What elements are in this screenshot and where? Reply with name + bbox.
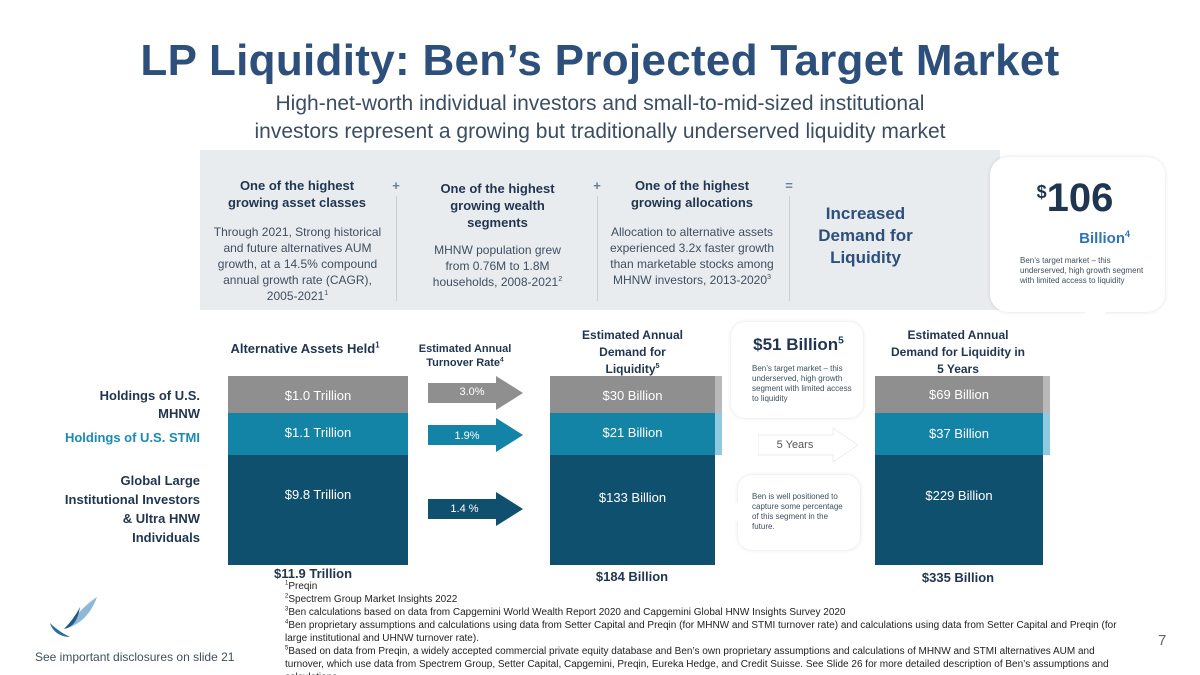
target-market-bubble [990,157,1165,312]
demand5-segment-institutional [875,455,1043,565]
footnote-3: 3Ben calculations based on data from Cap… [285,606,846,618]
driver-1-heading: One of the highest growing asset classes [227,178,366,210]
demand-edge-teal [715,413,722,455]
growth-drivers-panel [200,150,1000,310]
footnote-2: 2Spectrem Group Market Insights 2022 [285,593,458,605]
demand-segment-mhnw [550,376,715,413]
demand5-value-institutional: $229 Billion [925,488,993,503]
row-label-mhnw: Holdings of U.S. MHNW [99,388,200,421]
aah-segment-mhnw [228,376,408,413]
five-years-arrow [758,428,858,462]
target-market-description: Ben’s target market – this underserved, … [1020,256,1144,285]
aah-value-institutional: $9.8 Trillion [284,487,352,502]
aah-segment-institutional [228,455,408,565]
demand-value-mhnw: $30 Billion [602,388,663,403]
driver-1-body: Through 2021, Strong historical and futu… [213,225,382,303]
footnote-4: 4Ben proprietary assumptions and calcula… [285,619,1117,644]
target-market-value: $106 [1036,176,1114,220]
demand-value-stmi: $21 Billion [602,425,663,440]
plus-operator-2: + [593,178,601,193]
target-market-bubble-tail [1040,295,1120,390]
demand5-value-stmi: $37 Billion [929,426,989,441]
positioning-text: Ben is well positioned to capture some p… [752,492,843,531]
driver-2-body: MHNW population grew from 0.76M to 1.8M … [432,243,563,289]
five-years-label: 5 Years [776,439,814,451]
total-demand5: $335 Billion [921,570,995,585]
turnover-rate-institutional: 1.4 % [450,503,479,515]
increased-demand-label: Increased Demand for Liquidity [818,204,913,267]
driver-2-heading: One of the highest growing wealth segmen… [440,181,555,230]
page-title: LP Liquidity: Ben’s Projected Target Mar… [140,36,1060,85]
turnover-rate-mhnw: 3.0% [459,386,485,398]
segment-value: $51 Billion5 [753,335,844,354]
equals-operator: = [785,178,793,193]
row-label-institutional: Global Large Institutional Investors & U… [64,473,200,545]
demand-value-institutional: $133 Billion [598,490,667,505]
driver-3-body: Allocation to alternative assets experie… [609,225,775,287]
demand-segment-institutional [550,455,715,565]
footnotes: 1Preqin 2Spectrem Group Market Insights … [285,580,1135,675]
page-subtitle: High-net-worth individual investors and … [200,90,1000,146]
demand5-value-mhnw: $69 Billion [929,387,989,402]
segment-value-bubble [731,322,863,418]
demand5-segment-stmi [875,413,1043,455]
footnote-5: 5Based on data from Preqin, a widely acc… [285,645,1109,675]
total-demand: $184 Billion [595,569,669,584]
demand5-edge-gray [1043,376,1050,413]
footnote-1: 1Preqin [285,580,318,592]
row-label-stmi: Holdings of U.S. STMI [64,430,200,445]
ben-logo-icon [50,597,97,637]
subtitle-line-1: High-net-worth individual investors and … [275,92,925,115]
segment-value-description: Ben’s target market – this underserved, … [752,364,852,403]
page-number: 7 [1158,632,1167,649]
subtitle-line-2: investors represent a growing but tradit… [254,120,946,143]
header-alternative-assets: Alternative Assets Held1 [230,340,380,356]
aah-segment-stmi [228,413,408,455]
plus-operator-1: + [392,178,400,193]
aah-value-mhnw: $1.0 Trillion [284,388,352,403]
turnover-arrow-stmi [428,418,523,452]
turnover-arrow-mhnw [428,376,523,410]
turnover-rate-stmi: 1.9% [454,430,480,442]
demand-edge-gray [715,376,722,413]
header-annual-demand: Estimated Annual Demand for Liquidity5 [582,328,683,376]
demand-segment-stmi [550,413,715,455]
target-market-unit: Billion4 [1079,229,1130,248]
total-aah: $11.9 Trillion [273,566,353,581]
demand5-edge-teal [1043,413,1050,455]
header-turnover-rate: Estimated Annual Turnover Rate4 [418,343,512,369]
divider-2 [597,196,598,301]
divider-3 [789,196,790,301]
header-demand-5-years: Estimated Annual Demand for Liquidity in… [891,328,1025,376]
turnover-arrow-institutional [428,492,523,526]
demand5-segment-mhnw [875,376,1043,413]
aah-value-stmi: $1.1 Trillion [284,425,352,440]
positioning-bubble-tail [715,500,745,524]
disclosure-note: See important disclosures on slide 21 [35,650,235,664]
driver-3-heading: One of the highest growing allocations [630,178,754,210]
divider-1 [396,196,397,301]
positioning-bubble [738,475,860,550]
